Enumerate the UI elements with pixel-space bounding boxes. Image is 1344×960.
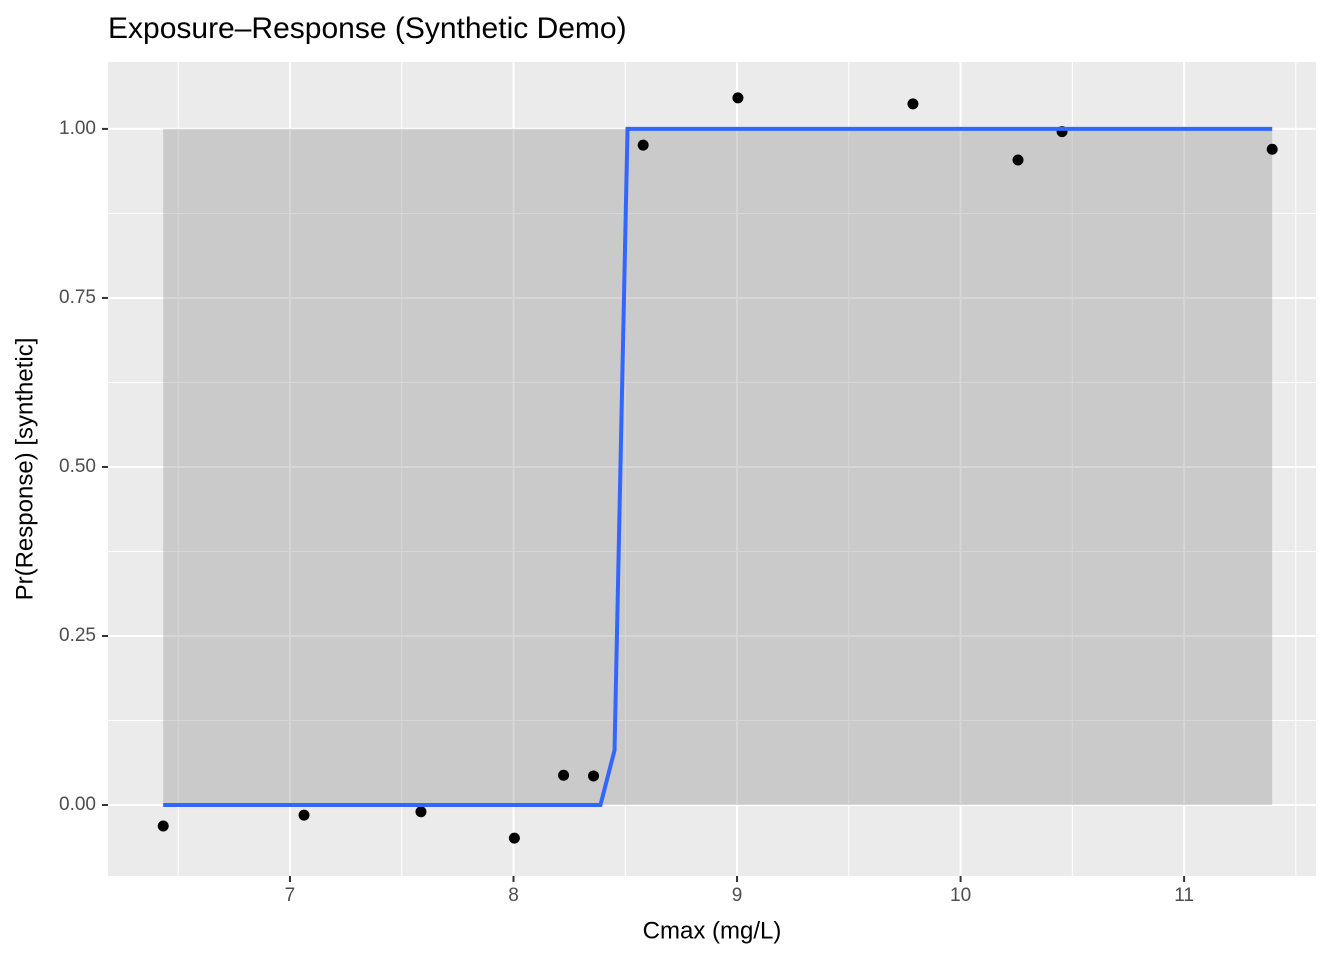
x-tick-label: 9	[732, 885, 743, 906]
panel	[108, 62, 1316, 876]
x-axis-label: Cmax (mg/L)	[643, 917, 782, 944]
fit-line	[163, 126, 1273, 808]
y-tick-label: 0.50	[59, 456, 96, 477]
y-tick-label: 0.00	[59, 794, 96, 815]
point	[415, 806, 427, 818]
y-tick-label: 0.25	[59, 625, 96, 646]
x-tick-label: 8	[508, 885, 519, 906]
point	[1266, 143, 1278, 155]
point	[732, 92, 744, 104]
point	[157, 820, 169, 832]
point	[907, 98, 919, 110]
point	[298, 809, 310, 821]
point	[558, 769, 570, 781]
point	[588, 770, 600, 782]
point	[1012, 154, 1024, 166]
chart-title: Exposure–Response (Synthetic Demo)	[108, 12, 627, 45]
x-tick-label: 10	[950, 885, 971, 906]
point	[637, 139, 649, 151]
x-tick-label: 11	[1174, 885, 1194, 906]
y-tick-label: 0.75	[59, 287, 96, 308]
point	[508, 832, 520, 844]
x-tick-label: 7	[285, 885, 296, 906]
confidence-band	[163, 128, 1273, 806]
y-tick-label: 1.00	[59, 118, 96, 139]
y-axis-label: Pr(Response) [synthetic]	[11, 338, 38, 601]
